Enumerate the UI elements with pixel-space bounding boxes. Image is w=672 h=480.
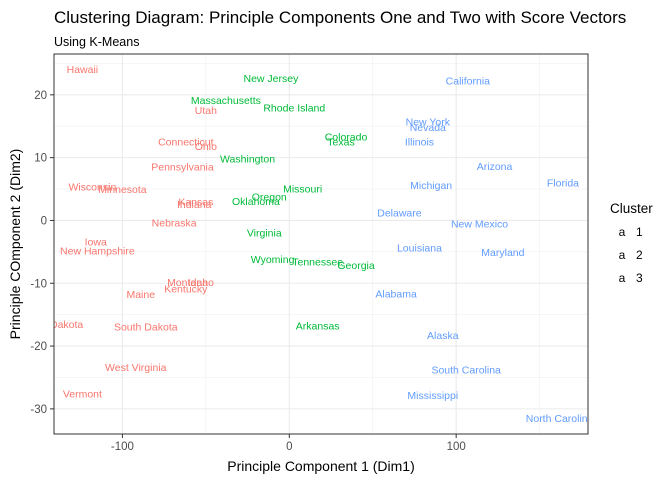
state-label: Pennsylvania (151, 162, 214, 174)
state-label: North Carolina (526, 413, 594, 425)
legend-key: a (619, 271, 626, 285)
x-tick-label: 100 (447, 441, 466, 453)
state-label: Wyoming (251, 254, 295, 266)
state-label: Alaska (427, 330, 459, 342)
state-label: Indiana (177, 199, 212, 211)
x-tick-label: -100 (111, 441, 134, 453)
state-label: California (446, 76, 491, 88)
y-tick-label: -30 (30, 404, 47, 416)
grid-lines (54, 54, 588, 434)
legend-title: Cluster (610, 201, 653, 216)
state-label: Rhode Island (263, 103, 325, 115)
state-label: New Jersey (244, 73, 300, 85)
state-label: Nevada (410, 122, 446, 134)
x-axis-title: Principle Component 1 (Dim1) (227, 458, 415, 474)
state-label: Kansas (178, 197, 213, 209)
state-label: Tennessee (292, 256, 343, 268)
state-label: South Dakota (114, 322, 178, 334)
state-label: Massachusetts (191, 95, 261, 107)
state-label: Alabama (375, 288, 417, 300)
state-label: Idaho (188, 277, 214, 289)
chart-subtitle: Using K-Means (54, 35, 139, 49)
legend-label: 3 (636, 271, 643, 285)
state-label: Florida (547, 177, 579, 189)
state-label: Maryland (481, 247, 524, 259)
plot-panel (53, 53, 589, 435)
state-label: Utah (195, 105, 217, 117)
state-label: Illinois (405, 136, 434, 148)
state-label: Vermont (63, 388, 102, 400)
chart-title: Clustering Diagram: Principle Components… (54, 8, 626, 27)
state-label: Wisconsin (68, 182, 116, 194)
y-tick-label: 20 (34, 90, 47, 102)
state-label: Washington (220, 153, 275, 165)
state-label: Oklahoma (232, 196, 280, 208)
state-label: Arkansas (296, 320, 340, 332)
state-label: New Hampshire (60, 246, 135, 258)
state-label: Colorado (325, 131, 368, 143)
state-label: West Virginia (105, 362, 167, 374)
y-tick-label: 10 (34, 153, 47, 165)
state-label: Ohio (195, 141, 217, 153)
legend-key: a (619, 225, 626, 239)
state-label: Texas (327, 136, 354, 148)
state-label: Mississippi (407, 390, 458, 402)
y-tick-label: -10 (30, 278, 47, 290)
state-label: Delaware (377, 207, 422, 219)
y-tick-label: 0 (41, 215, 47, 227)
state-label: Maine (126, 289, 155, 301)
state-label: North Dakota (21, 319, 83, 331)
state-label: Kentucky (164, 283, 208, 295)
legend: Cluster a 1a 2a 3 (610, 201, 653, 285)
state-label: Georgia (337, 260, 375, 272)
state-label: Minnesota (98, 184, 147, 196)
state-label: Virginia (247, 228, 282, 240)
legend-label: 1 (636, 225, 643, 239)
x-tick-label: 0 (286, 441, 292, 453)
state-label: Iowa (85, 236, 107, 248)
state-label: Hawaii (67, 64, 99, 76)
state-label: South Carolina (431, 364, 501, 376)
state-label: New Mexico (451, 219, 508, 231)
state-label: Connecticut (158, 136, 214, 148)
state-label: Nebraska (152, 217, 197, 229)
state-label: Montana (167, 277, 208, 289)
legend-key: a (619, 248, 626, 262)
state-label: Michigan (410, 180, 452, 192)
y-axis-title: Principle COmponent 2 (Dim2) (7, 149, 23, 340)
y-tick-label: -20 (30, 341, 47, 353)
state-label: Missouri (283, 184, 322, 196)
state-label: Arizona (477, 161, 513, 173)
state-label: Oregon (252, 192, 287, 204)
legend-label: 2 (636, 248, 643, 262)
state-label: New York (406, 116, 451, 128)
plot-border (53, 53, 589, 435)
state-label: Louisiana (397, 243, 442, 255)
